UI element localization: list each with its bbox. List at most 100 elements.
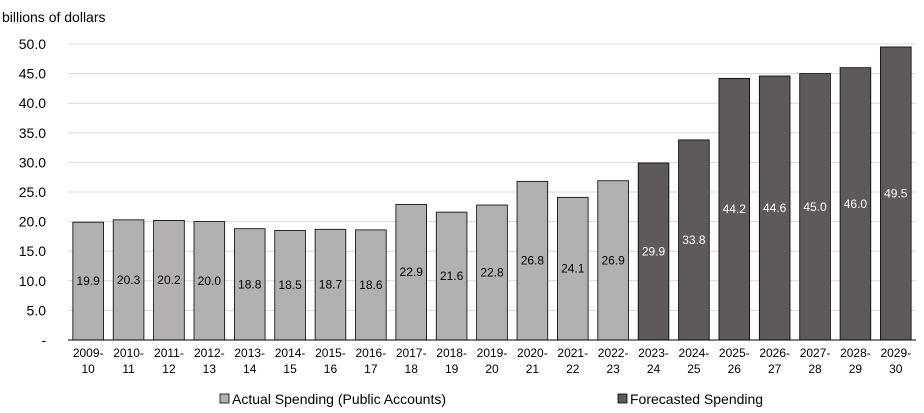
y-tick-label: 40.0 — [19, 95, 46, 111]
legend-swatch-actual — [219, 393, 230, 404]
x-tick-label: 2016- — [356, 346, 387, 360]
y-tick-label: 45.0 — [19, 66, 46, 82]
y-axis-ticks: - 5.0 10.0 15.0 20.0 25.0 30.0 35.0 40.0 45.0 50.0 — [19, 36, 47, 348]
x-tick-label: 29 — [849, 362, 863, 376]
bar-value-label: 18.8 — [238, 277, 262, 291]
x-tick-label: 16 — [324, 362, 338, 376]
x-tick-label: 2020- — [517, 346, 548, 360]
x-tick-label: 2012- — [194, 346, 225, 360]
bar-forecast — [839, 67, 872, 341]
y-tick-label: 50.0 — [19, 36, 46, 52]
y-tick-label: 35.0 — [19, 125, 46, 141]
x-tick-label: 21 — [526, 362, 540, 376]
bar-actual — [597, 180, 629, 341]
bar-actual — [233, 228, 266, 341]
x-tick-label: 2015- — [315, 346, 346, 360]
bar-value-label: 26.9 — [601, 253, 625, 267]
bar-value-label: 22.8 — [480, 266, 504, 280]
x-tick-label: 19 — [445, 362, 459, 376]
bar-value-label: 22.9 — [400, 265, 424, 279]
x-tick-label: 17 — [364, 362, 378, 376]
x-tick-label: 2013- — [234, 346, 265, 360]
bar-actual — [395, 204, 427, 341]
x-tick-label: 12 — [162, 362, 176, 376]
x-tick-label: 2028- — [840, 346, 871, 360]
x-tick-label: 2022- — [598, 346, 629, 360]
x-tick-label: 30 — [889, 362, 903, 376]
bar-value-label: 33.8 — [682, 233, 706, 247]
x-tick-label: 11 — [122, 362, 135, 376]
bar-actual — [274, 230, 306, 341]
bar-actual — [557, 196, 589, 341]
x-tick-label: 14 — [243, 362, 257, 376]
bar-forecast — [678, 139, 710, 341]
x-tick-label: 2027- — [800, 346, 831, 360]
bar-actual — [435, 211, 468, 341]
y-tick-label: 10.0 — [19, 273, 46, 289]
x-tick-label: 2025- — [719, 346, 750, 360]
bar-forecast — [880, 46, 912, 341]
x-tick-label: 24 — [647, 362, 661, 376]
y-tick-label: 30.0 — [19, 154, 46, 170]
bar-forecast — [799, 73, 831, 341]
bar-actual — [193, 221, 226, 341]
bar-value-label: 18.7 — [319, 278, 343, 292]
bar-value-label: 44.2 — [723, 202, 747, 216]
x-tick-label: 28 — [808, 362, 822, 376]
legend-label-forecast: Forecasted Spending — [630, 391, 763, 407]
y-axis-label: billions of dollars — [2, 9, 106, 25]
y-tick-label: 25.0 — [19, 184, 46, 200]
bar-value-label: 20.0 — [198, 274, 222, 288]
bar-value-label: 21.6 — [440, 269, 464, 283]
x-tick-label: 22 — [566, 362, 580, 376]
y-tick-label: 20.0 — [19, 214, 46, 230]
x-tick-label: 27 — [768, 362, 782, 376]
bar-value-label: 20.2 — [157, 273, 181, 287]
x-tick-label: 15 — [283, 362, 297, 376]
x-axis-ticks: 2009- 10 2010- 11 2011- 12 2012- 13 2013- 14 2014-… — [68, 339, 916, 376]
x-tick-label: 2023- — [638, 346, 669, 360]
bar-value-label: 44.6 — [763, 201, 787, 215]
bar-value-label: 49.5 — [884, 186, 908, 200]
bar-actual — [72, 221, 104, 341]
bar-actual — [314, 228, 347, 341]
x-tick-label: 2010- — [113, 346, 144, 360]
bar-value-label: 26.8 — [521, 254, 545, 268]
x-tick-label: 2017- — [396, 346, 427, 360]
bar-actual — [153, 220, 185, 341]
x-tick-label: 25 — [687, 362, 701, 376]
bar-value-labels: 19.9 20.3 20.2 20.0 18.8 18.5 18.7 18.6 22.9 21.6… — [77, 186, 908, 292]
bar-value-label: 29.9 — [642, 244, 666, 258]
bar-value-label: 24.1 — [561, 262, 585, 276]
x-tick-label: 23 — [606, 362, 620, 376]
bar-value-label: 18.6 — [359, 278, 383, 292]
legend: Actual Spending (Public Accounts) Forecas… — [219, 391, 763, 407]
x-tick-label: 10 — [82, 362, 96, 376]
x-tick-label: 2011- — [154, 346, 184, 360]
x-tick-label: 2029- — [880, 346, 911, 360]
bars — [72, 46, 912, 341]
bar-actual — [112, 219, 145, 341]
bar-value-label: 46.0 — [844, 197, 868, 211]
x-tick-label: 2026- — [759, 346, 790, 360]
bar-value-label: 18.5 — [278, 278, 302, 292]
bar-actual — [516, 180, 549, 341]
legend-label-actual: Actual Spending (Public Accounts) — [232, 391, 446, 407]
x-tick-label: 2019- — [477, 346, 508, 360]
x-tick-label: 2021- — [557, 346, 588, 360]
bar-value-label: 45.0 — [803, 200, 827, 214]
x-tick-label: 20 — [485, 362, 499, 376]
bar-value-label: 20.3 — [117, 273, 141, 287]
y-tick-label: 15.0 — [19, 243, 46, 259]
x-tick-label: 2009- — [73, 346, 104, 360]
bar-actual — [355, 229, 387, 341]
bar-forecast — [718, 77, 751, 341]
bar-actual — [476, 204, 508, 341]
y-tick-label: - — [41, 332, 46, 348]
bar-value-label: 19.9 — [77, 274, 101, 288]
x-tick-label: 13 — [203, 362, 217, 376]
legend-swatch-forecast — [617, 393, 628, 404]
bar-forecast — [637, 162, 670, 341]
